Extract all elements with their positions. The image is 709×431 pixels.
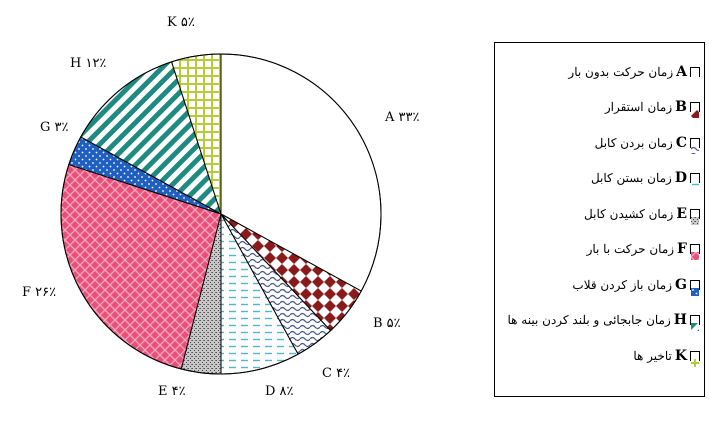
legend-text: زمان باز کردن قلاب — [572, 278, 673, 292]
legend-key: K — [674, 348, 687, 364]
legend-key: C — [675, 135, 687, 151]
legend-text: زمان جابجائی و بلند کردن بینه ها — [507, 313, 671, 327]
legend-item-a: زمان حرکت بدون بار A — [568, 63, 700, 83]
legend-swatch — [690, 315, 700, 331]
legend-item-c: زمان بردن کابل C — [594, 134, 700, 154]
legend-key: H — [673, 312, 687, 328]
legend-key: G — [675, 277, 687, 293]
legend: زمان حرکت بدون بار A زمان استقرار B زمان برد… — [494, 42, 705, 397]
slice-label-a: A ۳۳٪ — [384, 110, 419, 125]
legend-swatch — [690, 173, 700, 189]
legend-text: زمان کشیدن کابل — [584, 207, 674, 221]
legend-text: زمان استقرار — [604, 100, 673, 114]
legend-item-g: زمان باز کردن قلاب G — [572, 276, 700, 296]
slice-label-c: C ۴٪ — [322, 366, 350, 381]
legend-swatch — [690, 67, 700, 83]
legend-item-k: تاخیر ها K — [633, 347, 700, 367]
legend-item-f: زمان حرکت با بار F — [586, 240, 700, 260]
legend-item-d: زمان بستن کابل D — [590, 169, 700, 189]
legend-text: زمان بردن کابل — [594, 136, 673, 150]
slice-label-e: E ۴٪ — [158, 384, 186, 399]
legend-key: E — [676, 206, 687, 222]
legend-swatch — [690, 102, 700, 118]
legend-item-e: زمان کشیدن کابل E — [584, 205, 700, 225]
slice-label-f: F ۲۶٪ — [22, 285, 56, 300]
legend-swatch — [690, 209, 700, 225]
legend-swatch — [690, 244, 700, 260]
legend-key: D — [674, 170, 687, 186]
slice-label-h: H ۱۲٪ — [70, 56, 106, 71]
legend-text: تاخیر ها — [633, 349, 672, 363]
legend-key: A — [676, 64, 687, 80]
slice-label-g: G ۳٪ — [40, 120, 68, 135]
legend-item-h: زمان جابجائی و بلند کردن بینه ها H — [507, 311, 700, 331]
pie-slices — [60, 53, 382, 375]
slice-label-k: K ۵٪ — [167, 15, 195, 30]
legend-item-b: زمان استقرار B — [604, 98, 700, 118]
legend-swatch — [690, 138, 700, 154]
slice-label-d: D ۸٪ — [265, 384, 294, 399]
legend-text: زمان حرکت با بار — [586, 242, 675, 256]
legend-key: B — [675, 99, 687, 115]
legend-swatch — [690, 351, 700, 367]
slice-label-b: B ۵٪ — [373, 316, 401, 331]
legend-swatch — [690, 280, 700, 296]
legend-key: F — [677, 241, 687, 257]
legend-text: زمان بستن کابل — [590, 171, 672, 185]
legend-text: زمان حرکت بدون بار — [568, 65, 674, 79]
slice-labels: A ۳۳٪ B ۵٪ C ۴٪ D ۸٪ E ۴٪ F ۲۶٪ G ۳٪ H ۱۲٪ K ۵٪ — [22, 15, 419, 399]
